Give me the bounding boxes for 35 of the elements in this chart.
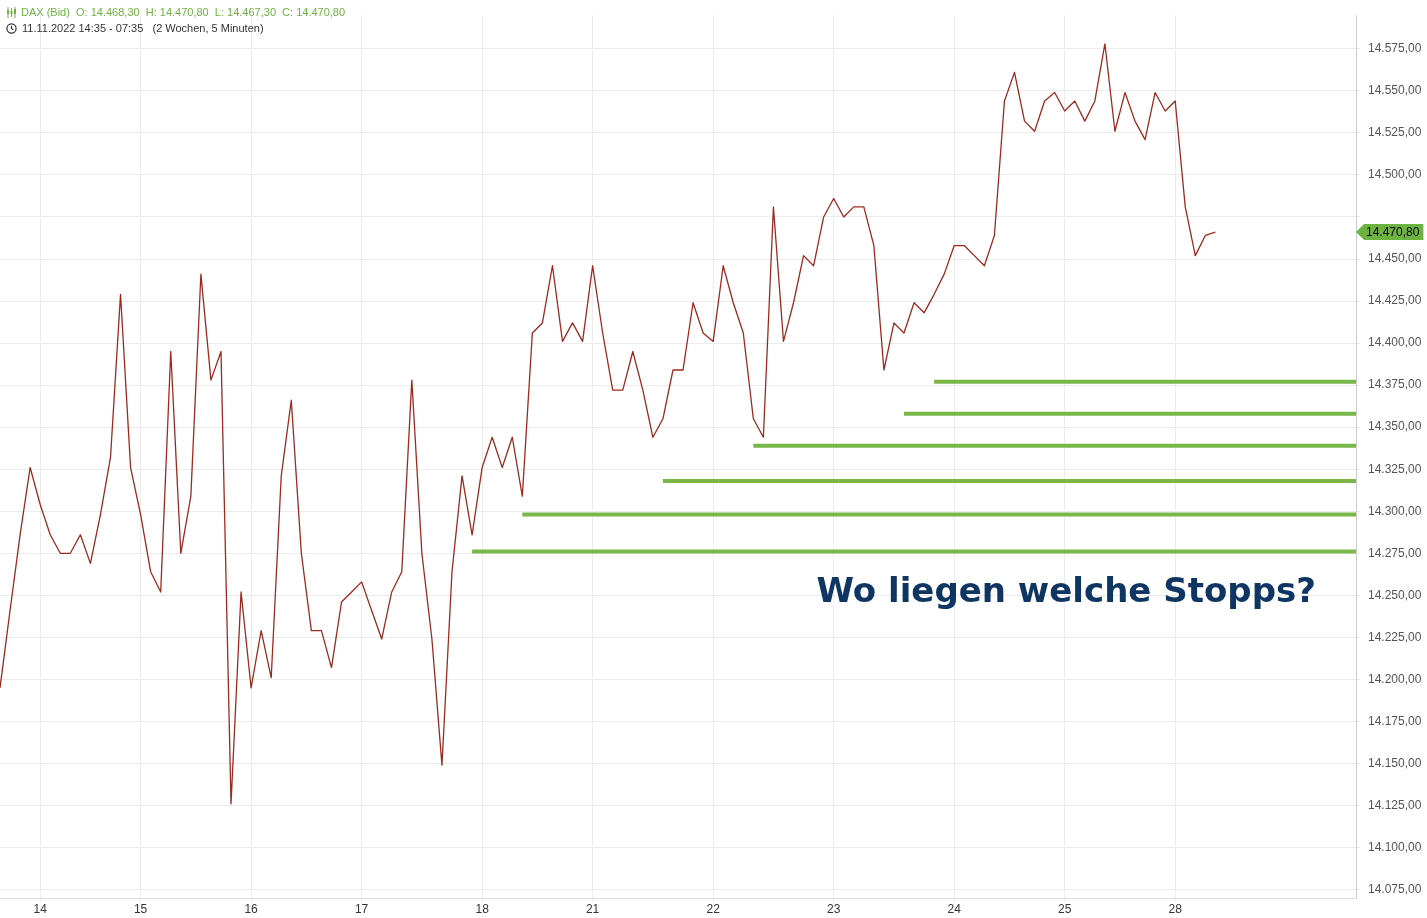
y-tick-label: 14.350,00 xyxy=(1368,419,1422,434)
y-tick-label: 14.425,00 xyxy=(1368,293,1422,308)
y-tick-label: 14.225,00 xyxy=(1368,629,1422,644)
y-tick-label: 14.375,00 xyxy=(1368,377,1422,392)
x-tick-label: 23 xyxy=(827,901,841,916)
y-tick-label: 14.400,00 xyxy=(1368,335,1422,350)
y-tick-label: 14.150,00 xyxy=(1368,755,1422,770)
y-tick-label: 14.200,00 xyxy=(1368,671,1422,686)
x-tick-label: 17 xyxy=(354,901,369,916)
text: 14.470,80 xyxy=(1366,225,1420,240)
x-tick-label: 18 xyxy=(475,901,490,916)
y-tick-label: 14.575,00 xyxy=(1368,41,1422,56)
text: 11.11.2022 14:35 - 07:35 (2 Wochen, 5 Minuten) xyxy=(22,22,264,34)
y-tick-label: 14.450,00 xyxy=(1368,251,1422,266)
y-tick-label: 14.300,00 xyxy=(1368,503,1422,518)
y-tick-label: 14.525,00 xyxy=(1368,125,1422,140)
annotation: Wo liegen welche Stopps? xyxy=(816,570,1316,611)
x-tick-label: 21 xyxy=(585,901,600,916)
y-tick-label: 14.175,00 xyxy=(1368,713,1422,728)
y-tick-label: 14.500,00 xyxy=(1368,167,1422,182)
y-tick-label: 14.550,00 xyxy=(1368,83,1422,98)
y-tick-label: 14.125,00 xyxy=(1368,797,1422,812)
chart-title: DAX (Bid) O: 14.468,30 H: 14.470,80 L: 14.467,30 C: 14.470,80 xyxy=(21,6,346,18)
x-tick-label: 25 xyxy=(1058,901,1072,916)
y-tick-label: 14.100,00 xyxy=(1368,839,1422,854)
x-tick-label: 28 xyxy=(1168,901,1183,916)
x-tick-label: 24 xyxy=(947,901,962,916)
x-tick-label: 15 xyxy=(133,901,148,916)
y-tick-label: 14.250,00 xyxy=(1368,587,1422,602)
x-tick-label: 16 xyxy=(244,901,259,916)
x-tick-label: 14 xyxy=(33,901,48,916)
x-tick-label: 22 xyxy=(706,901,721,916)
y-tick-label: 14.325,00 xyxy=(1368,461,1422,476)
y-tick-label: 14.275,00 xyxy=(1368,545,1422,560)
y-tick-label: 14.075,00 xyxy=(1368,881,1422,896)
